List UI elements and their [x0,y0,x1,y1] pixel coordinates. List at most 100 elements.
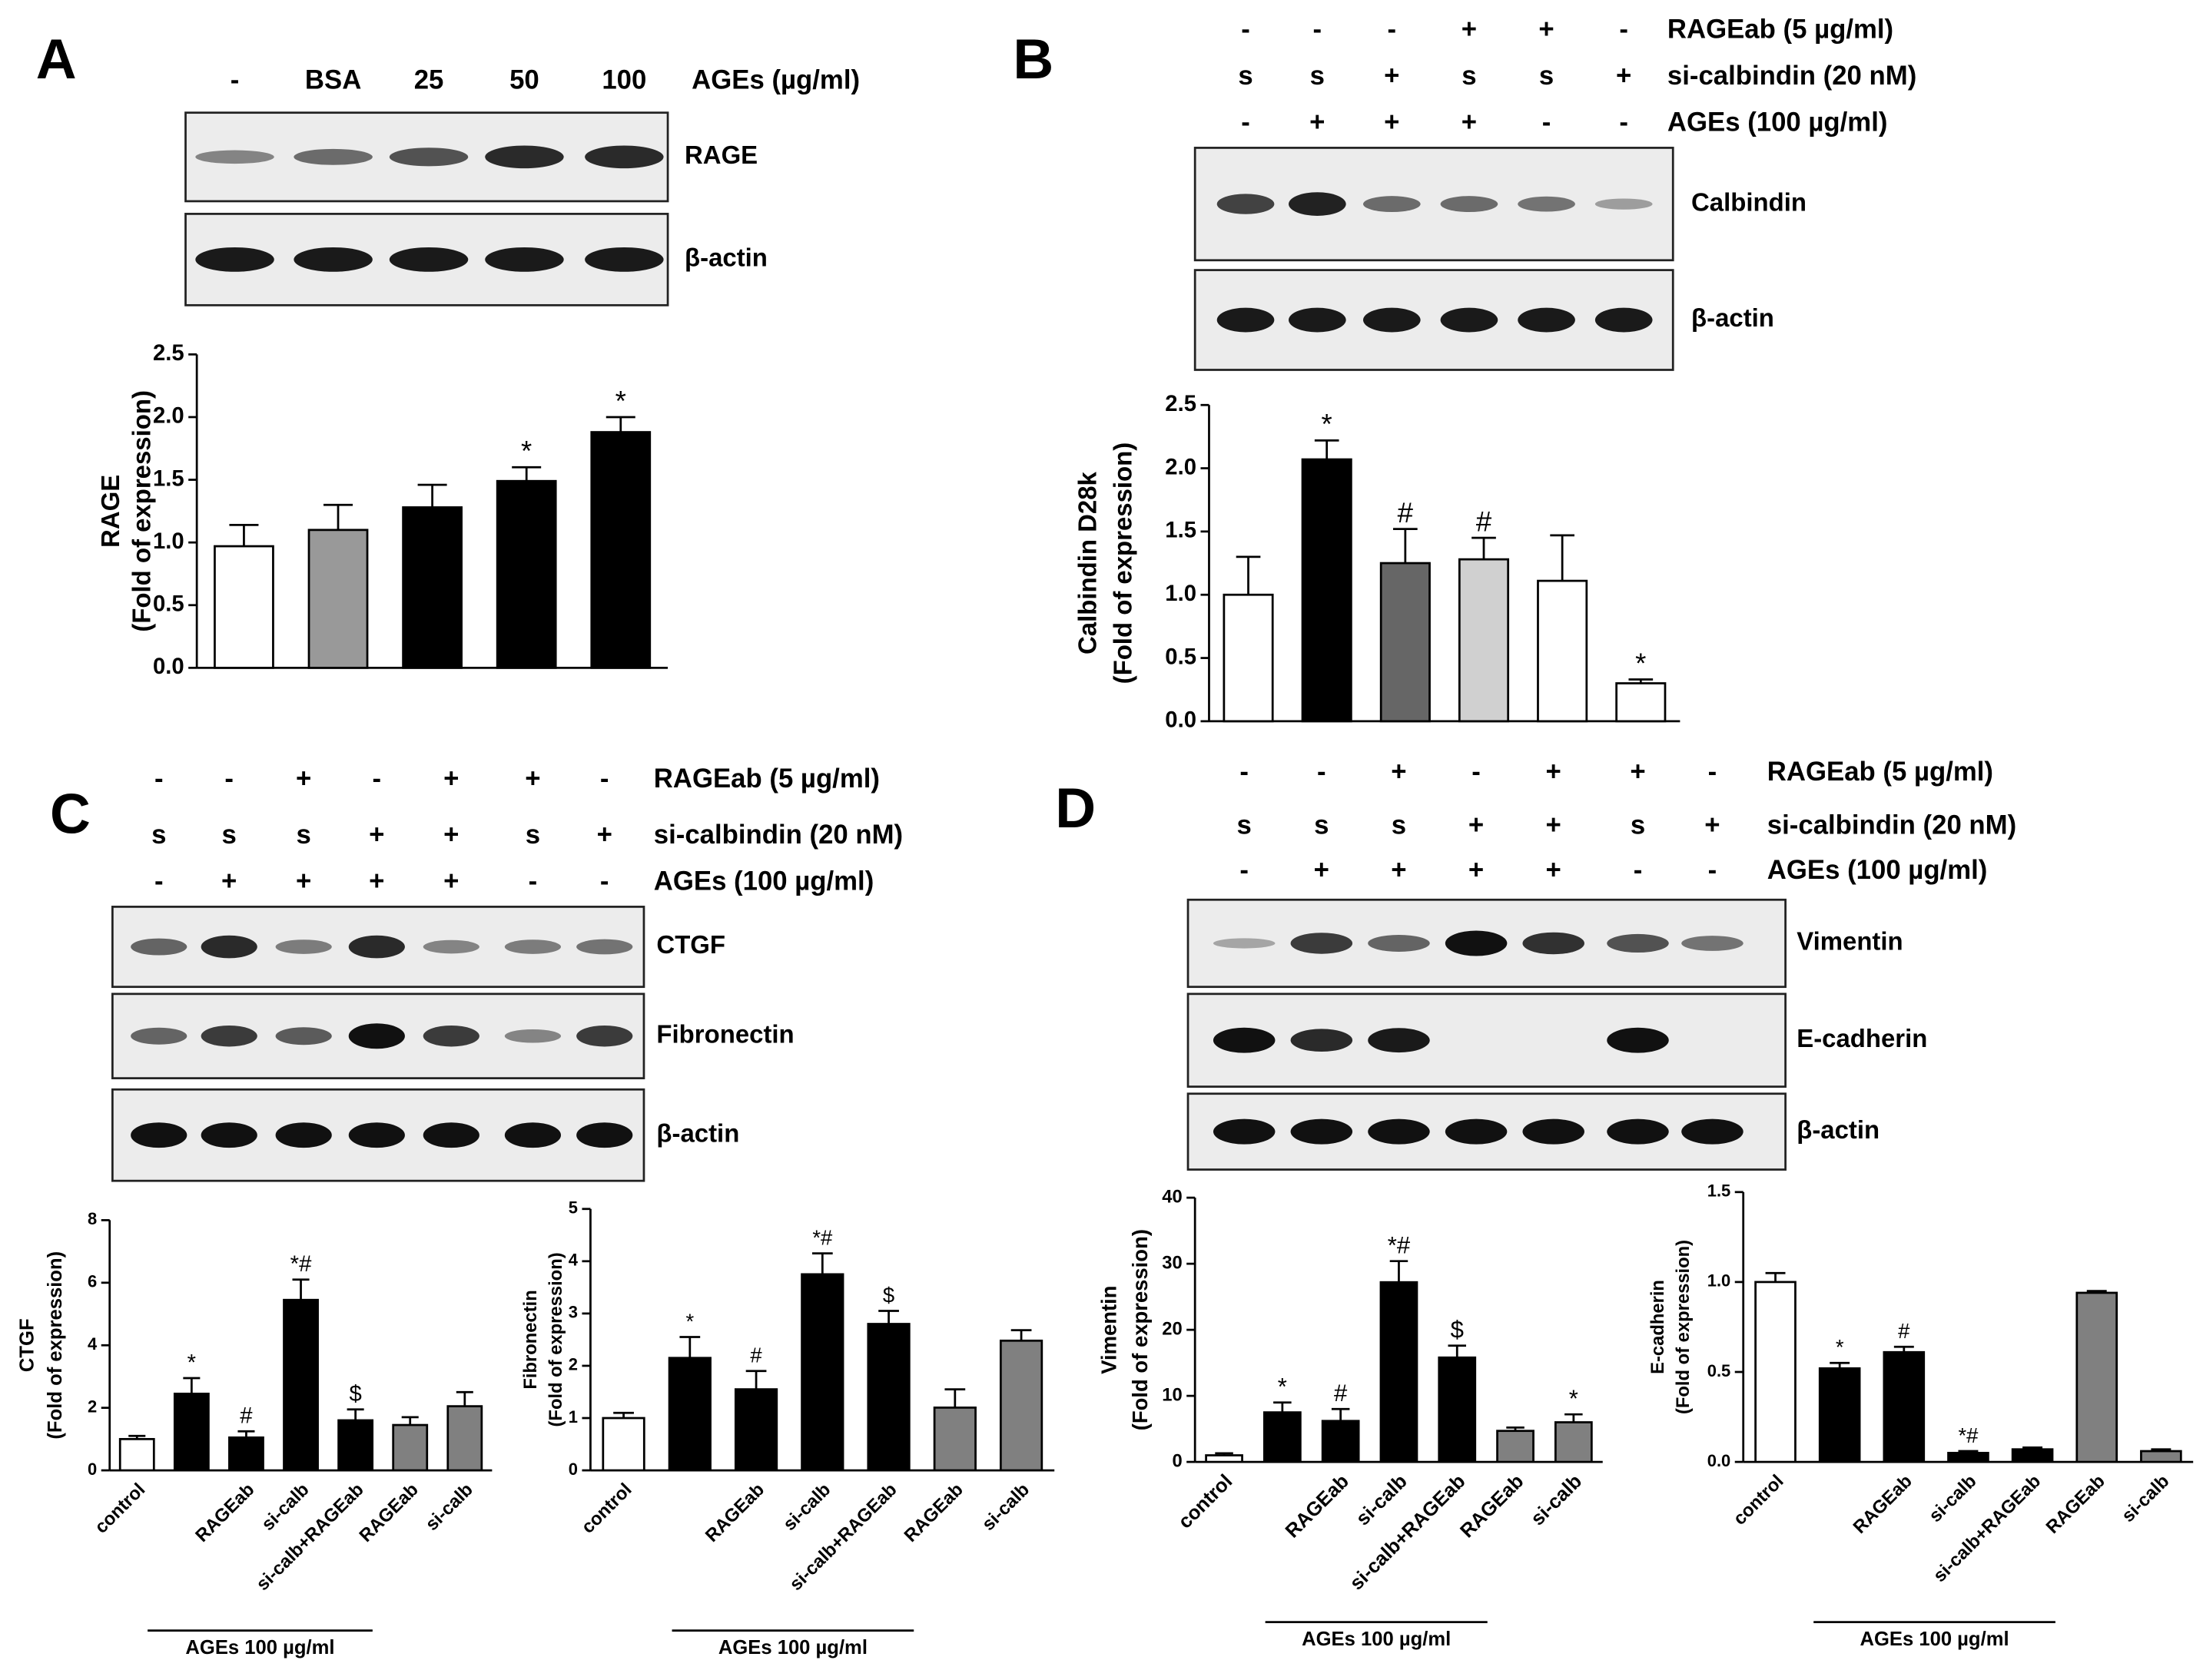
significance-mark: * [187,1350,196,1375]
blot-label: E-cadherin [1797,1024,1927,1052]
y-tick-label: 0.5 [153,592,184,617]
blot-band [1362,307,1421,333]
blot-band [1290,1029,1353,1052]
blot-band [1607,933,1669,953]
error-bar [1236,555,1261,595]
significance-mark: *# [1388,1232,1411,1259]
bar [173,1392,210,1472]
error-bar [944,1388,966,1408]
x-tick-label: RAGEab [355,1480,422,1546]
condition-mark: + [1468,810,1484,840]
condition-mark: + [1384,108,1399,138]
significance-mark: * [685,1309,694,1333]
bar [734,1388,778,1472]
condition-mark: - [154,867,164,896]
error-bar [292,1278,310,1301]
blot-band [1290,933,1353,954]
condition-mark: 25 [414,66,444,95]
blot-band [1681,936,1743,951]
bar [1496,1430,1534,1463]
blot-band [1368,934,1430,952]
error-bar [878,1310,899,1324]
blot-band [348,935,405,959]
condition-mark: + [1616,61,1631,91]
blot-band [275,1027,332,1045]
blot-band [1216,194,1275,214]
y-axis-label: Fibronectin [520,1290,541,1389]
blot-band [576,1026,633,1047]
condition-mark: s [1539,61,1554,91]
y-tick-label: 4 [88,1334,98,1354]
significance-mark: # [1398,497,1414,529]
error-bar [1215,1452,1233,1456]
blot-band [1368,1028,1430,1053]
error-bar [1564,1413,1583,1423]
blot-band [585,247,664,272]
condition-mark: 50 [509,66,539,95]
blot-label: β-actin [685,244,768,272]
x-tick-label: si-calb+RAGEab [1929,1471,2045,1586]
condition-mark: + [1704,810,1720,840]
blot-band [1213,938,1276,949]
x-tick-label: RAGEab [1850,1471,1916,1538]
error-bar [323,503,353,530]
bar [307,529,369,669]
y-tick-label: 10 [1162,1384,1182,1405]
condition-mark: s [297,820,311,850]
blot-band [201,1026,257,1047]
y-tick-label: 1.0 [1707,1271,1730,1291]
error-bar [1471,536,1496,560]
error-bar [237,1430,255,1438]
y-tick-label: 40 [1162,1186,1182,1207]
condition-mark: + [1461,108,1477,138]
x-tick-label: si-calb [2118,1471,2173,1526]
condition-label: AGEs (µg/ml) [692,66,860,95]
condition-mark: + [1468,856,1484,885]
x-tick-label: si-calb [779,1480,834,1535]
y-axis-label: (Fold of expression) [546,1252,566,1427]
bar [402,506,463,669]
condition-mark: + [597,820,612,850]
y-tick-label: 1.5 [1707,1181,1730,1201]
error-bar [347,1408,364,1420]
y-tick-label: 1.0 [1165,582,1196,606]
y-tick-label: 5 [569,1198,578,1218]
blot-label: Calbindin [1691,187,1807,216]
bar [590,431,652,669]
blot-label: β-actin [1797,1115,1880,1144]
blot-band [275,939,332,954]
condition-mark: - [1471,757,1481,787]
blot-band [348,1023,405,1049]
blot-band [1594,307,1653,333]
error-bar [1273,1401,1292,1413]
error-bar [1628,678,1654,684]
x-tick-label: RAGEab [702,1480,768,1546]
blot-band [1607,1118,1669,1145]
x-tick-label: control [578,1480,636,1538]
bar [1223,593,1274,723]
condition-label: si-calbindin (20 nM) [1667,61,1916,91]
blot-band [1290,1118,1353,1145]
blot-label: β-actin [656,1118,739,1147]
panel-letter: B [1013,28,1053,91]
condition-mark: + [1384,61,1399,91]
condition-mark: s [1310,61,1325,91]
error-bar [1893,1345,1914,1353]
condition-mark: - [1708,757,1717,787]
bar [214,545,274,669]
condition-label: AGEs (100 µg/ml) [1767,856,1988,885]
x-tick-label: control [91,1480,149,1538]
y-tick-label: 2.0 [153,404,184,429]
blot-band [585,145,664,169]
y-tick-label: 2.5 [153,341,184,366]
condition-label: si-calbindin (20 nM) [1767,810,2016,840]
blot-label: Vimentin [1797,927,1903,956]
bar [1615,682,1667,723]
error-bar [1765,1271,1786,1282]
blot-band [1681,1118,1743,1145]
condition-mark: - [1317,757,1326,787]
blot-label: RAGE [685,141,758,169]
bar [1458,558,1510,723]
condition-mark: - [1708,856,1717,885]
condition-label: AGEs (100 µg/ml) [654,867,874,896]
